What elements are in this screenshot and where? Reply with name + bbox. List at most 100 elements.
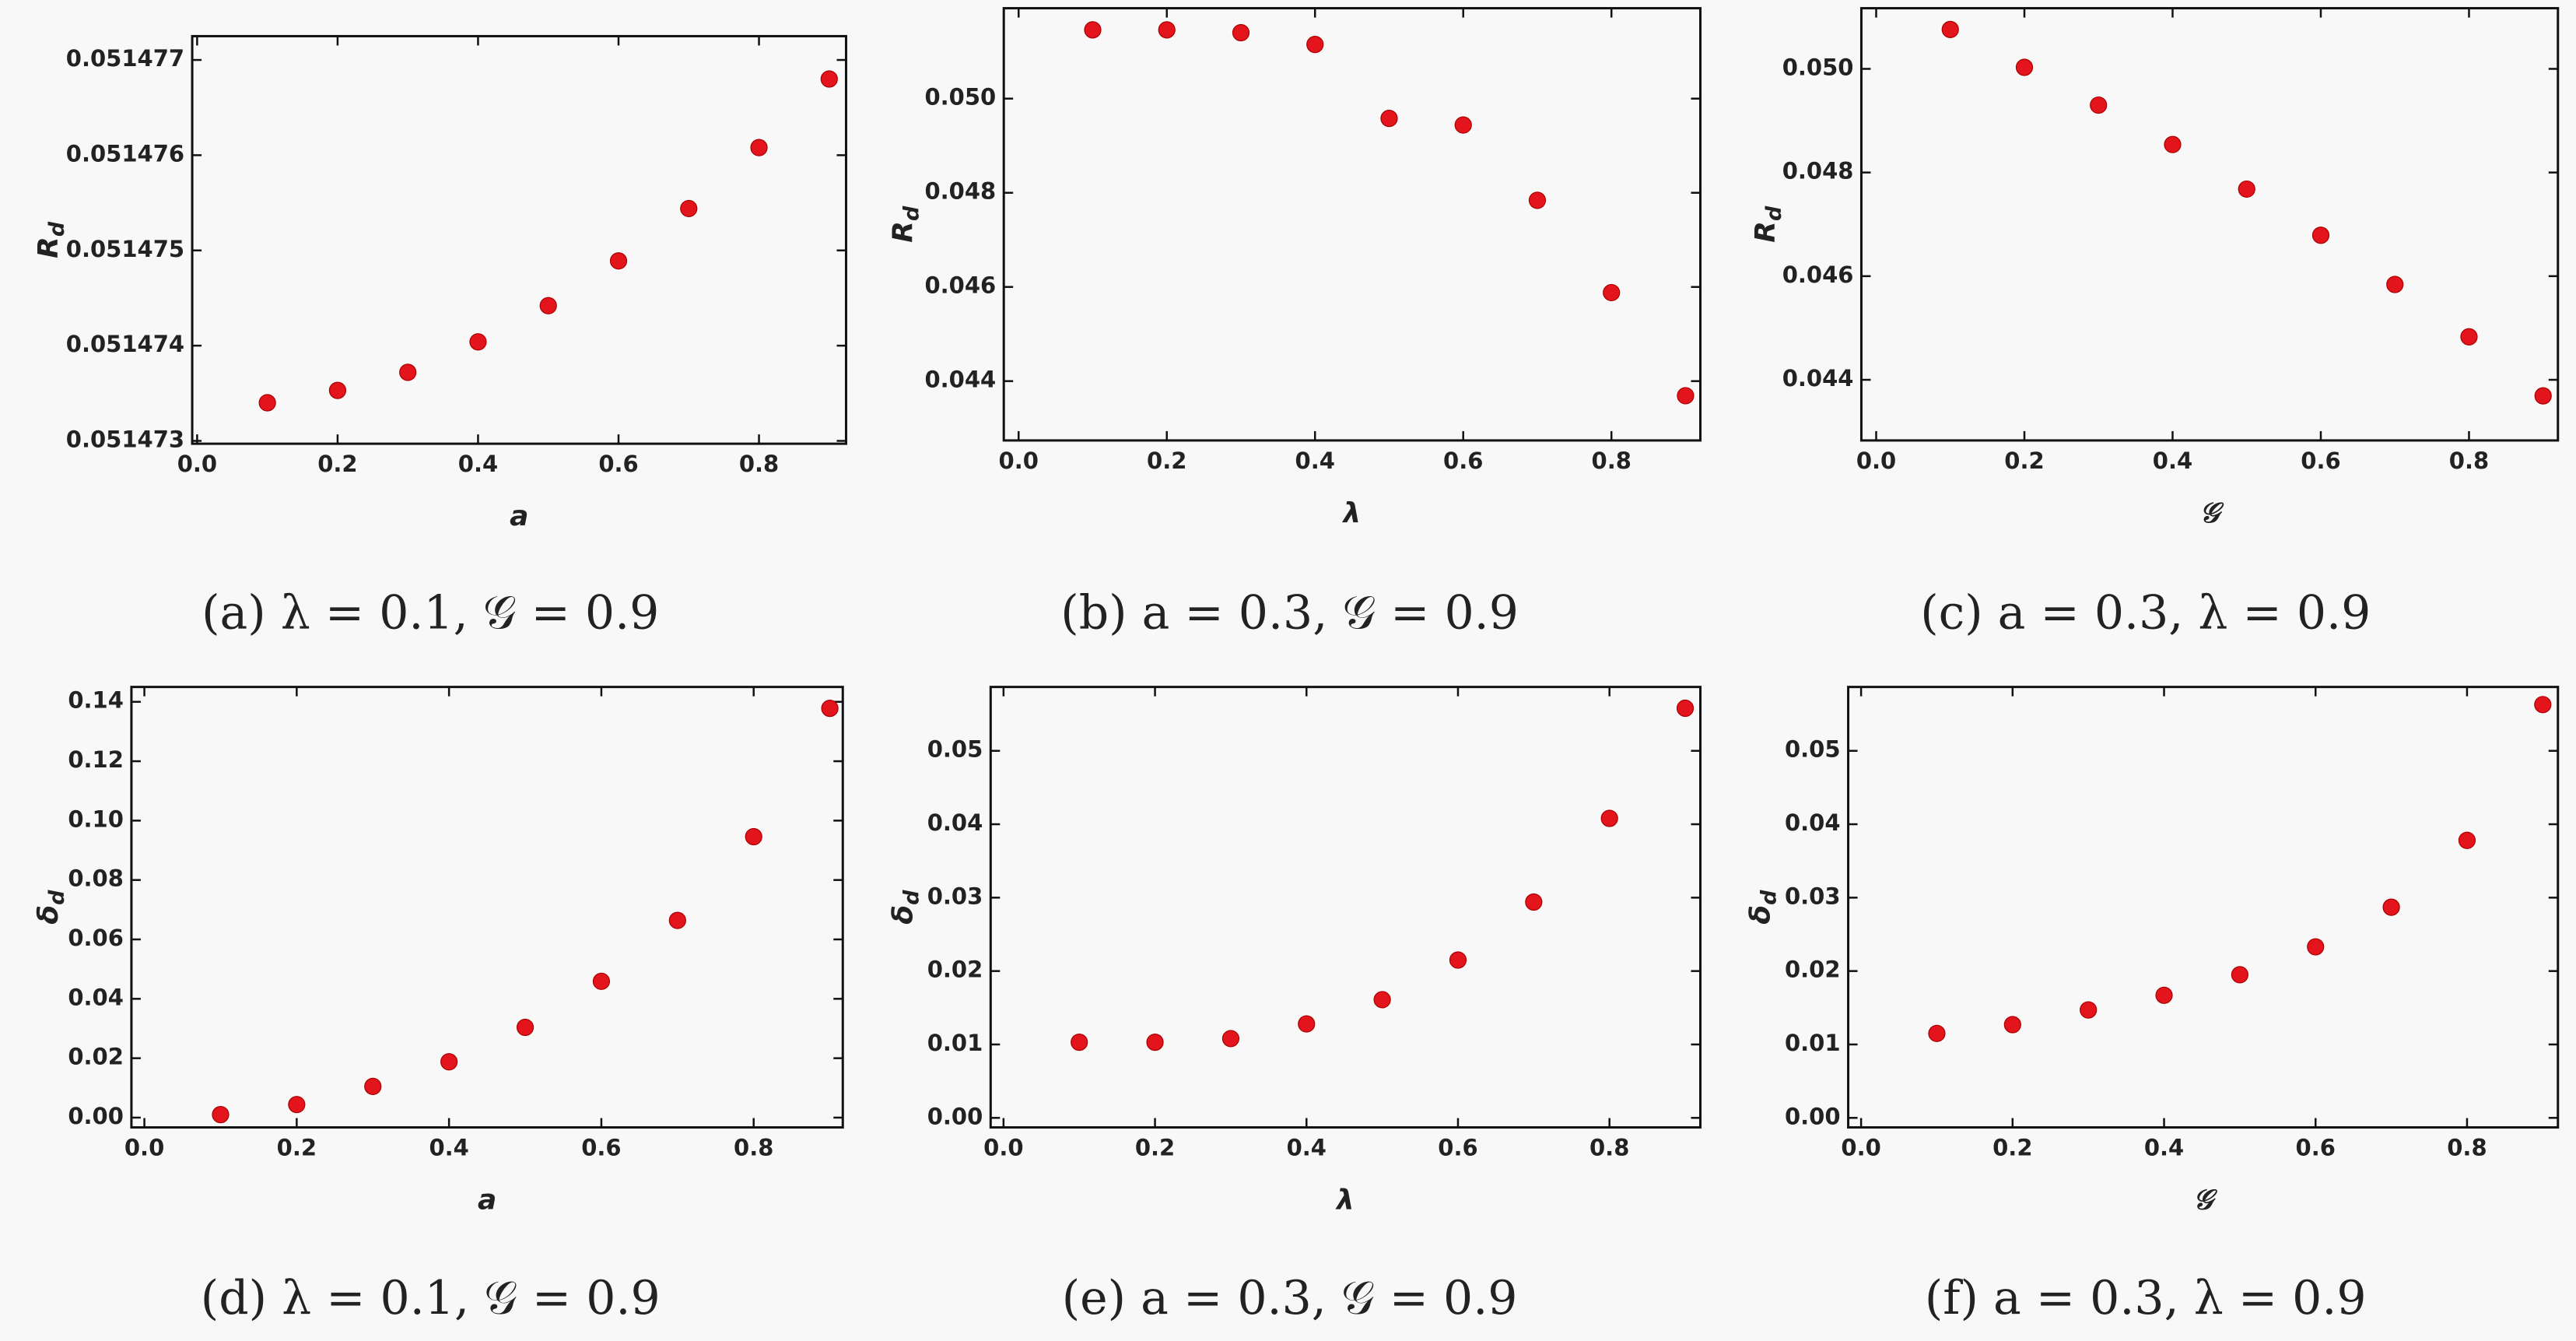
data-point (469, 333, 487, 351)
y-tick-label: 0.01 (927, 1030, 983, 1056)
data-point (1298, 1015, 1316, 1033)
y-tick-label: 0.046 (1782, 262, 1854, 288)
y-tick-label: 0.04 (1785, 809, 1841, 836)
data-point (2386, 276, 2404, 293)
y-tick-label: 0.04 (68, 984, 124, 1010)
y-axis-label-main: R (33, 237, 65, 258)
x-tick-label: 0.4 (458, 451, 498, 477)
x-tick-label: 0.8 (1589, 1135, 1629, 1161)
x-tick-label: 0.6 (2296, 1135, 2336, 1161)
x-tick-label: 0.0 (1856, 448, 1896, 474)
y-axis-label-subscript: d (899, 890, 924, 905)
data-point (328, 381, 347, 399)
caption: (c) a = 0.3, λ = 0.9 (1920, 585, 2371, 640)
x-tick-label: 0.6 (1443, 448, 1483, 474)
y-tick-label: 0.05 (1785, 736, 1841, 763)
y-tick-label: 0.02 (1785, 957, 1841, 983)
data-point (592, 972, 611, 990)
data-point (1158, 21, 1176, 39)
x-tick-label: 0.2 (1135, 1135, 1175, 1161)
x-tick-label: 0.0 (177, 451, 217, 477)
x-tick-label: 0.2 (317, 451, 357, 477)
x-axis-label: a (478, 1185, 496, 1216)
data-point (2090, 96, 2108, 114)
y-tick-label: 0.08 (68, 865, 124, 892)
plot-frame (1859, 7, 2560, 442)
x-axis-label: 𝒢 (2193, 1185, 2218, 1216)
y-tick-label: 0.06 (68, 925, 124, 951)
data-point (1146, 1034, 1164, 1051)
x-tick-label: 0.4 (429, 1135, 468, 1161)
x-axis-label: λ (1341, 497, 1361, 529)
caption: (f) a = 0.3, λ = 0.9 (1925, 1271, 2367, 1325)
plot-frame (989, 686, 1702, 1129)
y-axis-label-main: R (887, 221, 919, 243)
data-point (1306, 36, 1324, 54)
data-point (1449, 951, 1467, 969)
data-point (2155, 986, 2173, 1004)
data-point (2311, 226, 2330, 244)
x-axis-label: λ (1335, 1185, 1355, 1216)
plot-frame (191, 34, 847, 445)
panel: 0.0 0.2 0.4 0.6 0.8 0.044 0.046 0.048 0.050 λ Rd (b… (887, 7, 1702, 640)
y-tick-label: 0.03 (927, 883, 983, 909)
data-point (2534, 696, 2552, 714)
y-tick-label: 0.04 (927, 809, 983, 836)
data-point (399, 363, 417, 381)
y-axis-label-main: δ (887, 905, 919, 925)
y-axis-label: Rd (1750, 205, 1786, 243)
panel: 0.0 0.2 0.4 0.6 0.8 0.00 0.01 0.02 0.03 0.04 0.05 𝒢… (1745, 686, 2560, 1325)
data-point (1084, 21, 1102, 39)
y-tick-label: 0.046 (924, 272, 996, 299)
x-axis-label: 𝒢 (2199, 497, 2224, 529)
y-axis-label-subscript: d (1761, 205, 1786, 221)
x-tick-label: 0.2 (277, 1135, 317, 1161)
panel: 0.0 0.2 0.4 0.6 0.8 0.044 0.046 0.048 0.050 𝒢 Rd (c… (1750, 7, 2560, 640)
data-point (1928, 1024, 1946, 1042)
x-tick-label: 0.2 (2004, 448, 2044, 474)
x-tick-label: 0.0 (124, 1135, 164, 1161)
y-tick-label: 0.03 (1785, 883, 1841, 909)
data-point (2238, 180, 2255, 198)
y-axis-label: δd (1745, 890, 1782, 925)
y-tick-label: 0.044 (1782, 365, 1854, 391)
y-tick-label: 0.10 (68, 806, 124, 832)
data-point (2015, 58, 2034, 76)
caption: (d) λ = 0.1, 𝒢 = 0.9 (201, 1271, 661, 1325)
data-point (516, 1018, 534, 1037)
y-tick-label: 0.048 (1782, 158, 1854, 184)
x-tick-label: 0.8 (1592, 448, 1631, 474)
data-point (2534, 387, 2552, 405)
data-point (1603, 283, 1621, 302)
x-tick-label: 0.2 (1147, 448, 1186, 474)
data-point (1676, 699, 1695, 718)
x-tick-label: 0.4 (2144, 1135, 2184, 1161)
y-tick-label: 0.12 (68, 746, 124, 773)
data-point (821, 700, 839, 718)
y-tick-label: 0.050 (1782, 54, 1854, 80)
y-axis-label-subscript: d (1757, 890, 1781, 905)
data-point (2164, 135, 2182, 153)
data-point (1525, 893, 1543, 911)
data-point (745, 827, 762, 846)
data-point (1373, 991, 1391, 1009)
x-tick-label: 0.0 (983, 1135, 1023, 1161)
y-tick-label: 0.050 (924, 84, 996, 111)
caption: (e) a = 0.3, 𝒢 = 0.9 (1062, 1271, 1518, 1325)
y-tick-label: 0.051477 (66, 45, 184, 72)
x-tick-label: 0.6 (598, 451, 638, 477)
x-tick-label: 0.4 (2153, 448, 2192, 474)
x-tick-label: 0.2 (1992, 1135, 2032, 1161)
data-point (2231, 966, 2248, 984)
data-point (2307, 938, 2325, 956)
x-tick-label: 0.0 (999, 448, 1039, 474)
y-axis-label: Rd (33, 221, 69, 258)
x-tick-label: 0.6 (2301, 448, 2340, 474)
panel: 0.0 0.2 0.4 0.6 0.8 0.00 0.01 0.02 0.03 0.04 0.05 λ… (887, 686, 1702, 1325)
data-point (1071, 1034, 1088, 1051)
x-tick-label: 0.8 (2449, 448, 2489, 474)
x-tick-label: 0.8 (739, 451, 779, 477)
y-tick-label: 0.14 (68, 687, 124, 714)
x-tick-label: 0.4 (1295, 448, 1335, 474)
